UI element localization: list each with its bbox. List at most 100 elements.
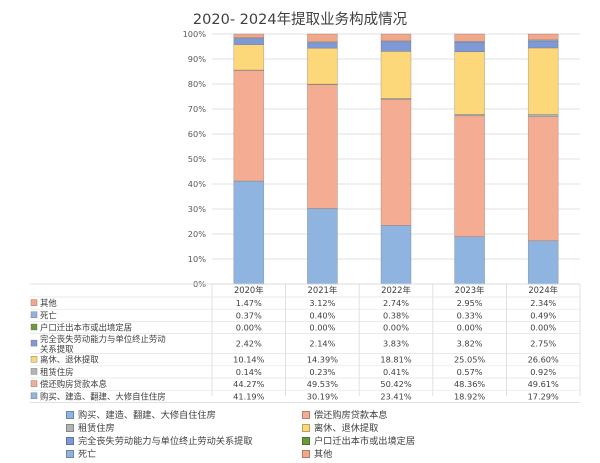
table-cell-value: 18.92% — [454, 391, 485, 401]
legend-item-s1: 购买、建造、翻建、大修自住住房 — [66, 407, 216, 421]
bar-segment-s2 — [454, 115, 485, 237]
bar-segment-s4 — [233, 44, 265, 71]
bar-segment-s4 — [307, 47, 338, 85]
table-legend-key-s2 — [30, 380, 38, 387]
legend-swatch — [66, 424, 74, 432]
table-row-title: 偿还购房贷款本息 — [40, 379, 107, 389]
table-cell-value: 0.23% — [309, 367, 335, 377]
table-cell-value: 2.34% — [530, 298, 556, 308]
table-cell-value: 10.14% — [233, 355, 264, 365]
bar-segment-s5 — [307, 42, 338, 49]
legend-item-s5: 完全丧失劳动能力与单位终止劳动关系提取 — [66, 433, 253, 447]
table-legend-key-s1 — [30, 392, 38, 399]
table-cell-value: 3.82% — [457, 339, 483, 349]
table-cell-value: 0.00% — [309, 323, 335, 333]
table-cell-value: 26.60% — [528, 355, 559, 365]
bar-segment-s1 — [454, 236, 485, 285]
bar-segment-s2 — [307, 84, 338, 209]
bar-segment-s3 — [527, 114, 559, 117]
legend-item-s2: 偿还购房贷款本息 — [302, 407, 388, 421]
legend-label: 死亡 — [78, 449, 97, 460]
table-cell-value: 0.49% — [530, 310, 556, 320]
legend-item-s7: 死亡 — [66, 446, 96, 460]
table-cell-value: 0.38% — [383, 310, 409, 320]
x-category-label: 2023年 — [455, 285, 485, 295]
legend-swatch — [302, 437, 310, 445]
table-cell-value: 1.47% — [236, 298, 262, 308]
legend-swatch — [302, 450, 310, 458]
legend-swatch — [302, 424, 310, 432]
bar-segment-s1 — [380, 225, 412, 285]
x-category-label: 2024年 — [528, 285, 558, 295]
y-tick-label: 20% — [188, 229, 206, 239]
bar-segment-s8 — [380, 33, 412, 42]
table-row-title: 关系提取 — [40, 344, 74, 354]
table-cell-value: 0.00% — [530, 323, 556, 333]
table-row-title: 离休、退休提取 — [40, 355, 99, 365]
bar-segment-s4 — [380, 51, 412, 99]
table-legend-key-s6 — [30, 323, 38, 331]
legend-swatch — [66, 411, 74, 419]
chart-title: 2020- 2024年提取业务构成情况 — [192, 12, 408, 28]
table-cell-value: 2.75% — [530, 339, 556, 349]
y-tick-label: 70% — [188, 104, 206, 114]
y-tick-label: 50% — [188, 154, 206, 164]
table-cell-value: 0.37% — [236, 310, 262, 320]
table-cell-value: 2.42% — [236, 339, 262, 349]
table-cell-value: 2.74% — [383, 298, 409, 308]
y-tick-label: 30% — [188, 204, 206, 214]
legend-swatch — [66, 437, 74, 445]
table-cell-value: 41.19% — [233, 391, 264, 401]
table-row-title: 户口迁出本市或出境定居 — [40, 323, 132, 333]
table-cell-value: 0.00% — [457, 323, 483, 333]
table-cell-value: 2.95% — [457, 298, 483, 308]
table-cell-value: 49.61% — [528, 379, 559, 389]
table-legend-key-s4 — [30, 356, 38, 363]
legend-label: 租赁住房 — [78, 423, 115, 434]
y-tick-label: 10% — [188, 254, 206, 264]
table-cell-value: 25.05% — [454, 355, 485, 365]
bar-segment-s1 — [527, 240, 559, 285]
table-cell-value: 23.41% — [380, 391, 411, 401]
bar-segment-s8 — [233, 33, 265, 38]
table-legend-key-s3 — [30, 368, 38, 375]
y-tick-label: 60% — [188, 129, 206, 139]
legend-label: 购买、建造、翻建、大修自住住房 — [78, 410, 216, 421]
table-cell-value: 48.36% — [454, 379, 485, 389]
bar-segment-s2 — [233, 70, 265, 182]
table-cell-value: 0.33% — [457, 310, 483, 320]
table-cell-value: 3.83% — [383, 339, 409, 349]
table-legend-key-s5 — [30, 339, 38, 347]
legend-swatch — [302, 411, 310, 419]
table-cell-value: 18.81% — [380, 355, 411, 365]
table-row-title: 死亡 — [40, 310, 57, 320]
legend-item-s3: 租赁住房 — [66, 420, 115, 434]
bar-segment-s1 — [233, 180, 265, 285]
legend-label: 完全丧失劳动能力与单位终止劳动关系提取 — [78, 436, 253, 447]
bar-segment-s1 — [307, 208, 338, 285]
table-legend-key-s8 — [30, 299, 38, 306]
table-cell-value: 50.42% — [380, 379, 411, 389]
legend-label: 其他 — [314, 449, 333, 460]
table-cell-value: 0.57% — [457, 367, 483, 377]
legend-label: 离休、退休提取 — [314, 423, 379, 434]
y-tick-label: 90% — [188, 54, 206, 64]
bar-segment-s5 — [380, 41, 412, 52]
legend-swatch — [66, 450, 74, 458]
table-cell-value: 17.29% — [528, 391, 559, 401]
bar-segment-s2 — [380, 99, 412, 226]
table-cell-value: 2.14% — [309, 339, 335, 349]
bar-segment-s5 — [233, 38, 265, 45]
bar-segment-s5 — [527, 40, 559, 49]
table-row-title: 购买、建造、翻建、大修自住住房 — [40, 391, 166, 401]
bar-segment-s5 — [454, 41, 485, 53]
bar-segment-s8 — [527, 33, 559, 41]
table-cell-value: 14.39% — [307, 355, 338, 365]
y-tick-label: 80% — [188, 79, 206, 89]
bar-segment-s4 — [454, 51, 485, 115]
y-tick-label: 40% — [188, 179, 206, 189]
bar-segment-s8 — [454, 33, 485, 42]
bar-segment-s8 — [307, 33, 338, 43]
table-cell-value: 3.12% — [309, 298, 335, 308]
